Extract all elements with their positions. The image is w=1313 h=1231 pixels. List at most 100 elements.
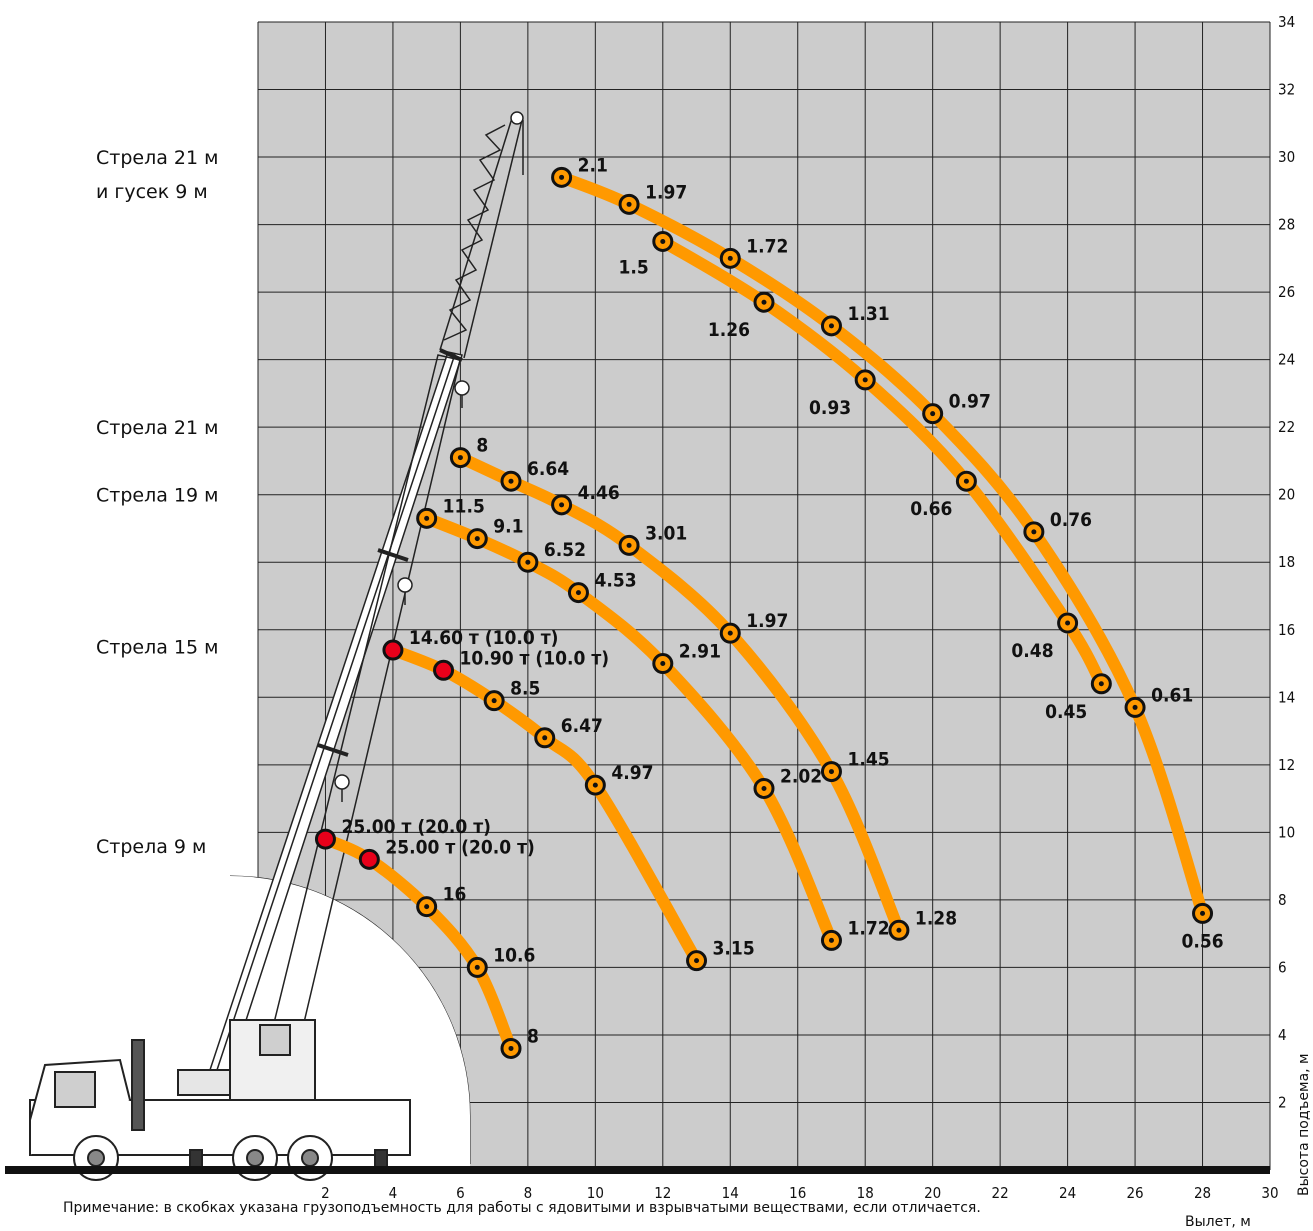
load-point-center: [1065, 620, 1071, 626]
boom-label: Стрела 21 м: [96, 417, 218, 439]
y-tick-label: 8: [1278, 891, 1287, 909]
load-point: [314, 828, 336, 850]
load-point-center: [508, 478, 514, 484]
load-point-center: [963, 478, 969, 484]
load-value-label: 0.76: [1050, 509, 1092, 531]
x-tick-label: 2: [321, 1184, 330, 1202]
x-tick-label: 4: [389, 1184, 398, 1202]
load-value-label: 4.46: [578, 482, 620, 504]
y-tick-label: 24: [1278, 351, 1295, 369]
load-value-label: 2.91: [679, 641, 721, 663]
y-tick-label: 14: [1278, 688, 1295, 706]
load-value-label: 0.61: [1151, 684, 1193, 706]
load-value-label: 16: [443, 884, 467, 906]
load-value-label: 11.5: [443, 495, 485, 517]
boom-lattice-jib: [439, 111, 524, 359]
x-axis-title: Вылет, м: [1185, 1214, 1251, 1230]
boom-label: Стрела 21 м: [96, 147, 218, 169]
load-point-center: [559, 174, 565, 180]
y-tick-label: 28: [1278, 216, 1295, 234]
grid: [257, 21, 1271, 1171]
load-point-center: [828, 323, 834, 329]
load-value-label: 6.52: [544, 539, 586, 561]
load-value-label: 8: [476, 435, 488, 457]
x-tick-label: 20: [924, 1184, 941, 1202]
load-point-center: [626, 542, 632, 548]
boom-label: Стрела 15 м: [96, 637, 218, 659]
y-tick-label: 30: [1278, 148, 1295, 166]
load-point-center: [828, 769, 834, 775]
load-value-label: 3.15: [713, 938, 755, 960]
y-axis-title: Высота подъема, м: [1296, 1053, 1312, 1196]
load-value-label: 4.97: [611, 762, 653, 784]
load-point-center: [559, 502, 565, 508]
load-value-label: 1.31: [847, 303, 889, 325]
y-tick-label: 34: [1278, 13, 1295, 31]
y-tick-label: 12: [1278, 756, 1295, 774]
note-text: Примечание: в скобках указана грузоподъе…: [63, 1200, 981, 1216]
load-point-center: [457, 455, 463, 461]
load-point-center: [592, 782, 598, 788]
load-value-label: 25.00 т (20.0 т): [385, 836, 535, 858]
y-tick-label: 32: [1278, 81, 1295, 99]
load-point-center: [1031, 529, 1037, 535]
x-tick-label: 16: [789, 1184, 806, 1202]
load-point: [433, 659, 455, 681]
load-point-center: [694, 958, 700, 964]
x-tick-label: 22: [992, 1184, 1009, 1202]
x-tick-label: 10: [587, 1184, 604, 1202]
load-value-label: 1.26: [708, 319, 750, 341]
load-point-center: [491, 698, 497, 704]
load-point-center: [424, 515, 430, 521]
load-value-label: 1.97: [645, 181, 687, 203]
load-point-center: [575, 590, 581, 596]
x-tick-label: 28: [1194, 1184, 1211, 1202]
load-value-label: 2.02: [780, 765, 822, 787]
load-point-center: [542, 735, 548, 741]
x-tick-label: 26: [1126, 1184, 1143, 1202]
load-point-center: [626, 201, 632, 207]
load-point-center: [896, 927, 902, 933]
load-point-center: [761, 785, 767, 791]
y-tick-label: 22: [1278, 418, 1295, 436]
x-tick-label: 30: [1261, 1184, 1278, 1202]
load-point-center: [1200, 910, 1206, 916]
load-value-label: 1.72: [847, 917, 889, 939]
load-value-label: 6.64: [527, 458, 569, 480]
load-point-center: [761, 299, 767, 305]
load-point-center: [828, 937, 834, 943]
load-value-label: 0.56: [1181, 930, 1223, 952]
load-value-label: 0.48: [1011, 640, 1053, 662]
axis-ticks: 2 4 6 8 10 12 14 16 18 20 22 24 26 28 3024681012141618…: [321, 13, 1295, 1202]
load-value-label: 14.60 т (10.0 т): [409, 627, 559, 649]
y-tick-label: 4: [1278, 1026, 1287, 1044]
load-value-label: 10.6: [493, 944, 535, 966]
load-point-center: [1098, 681, 1104, 687]
boom-label: и гусек 9 м: [96, 181, 208, 203]
load-value-label: 1.72: [746, 235, 788, 257]
x-tick-label: 18: [857, 1184, 874, 1202]
y-tick-label: 16: [1278, 621, 1295, 639]
boom-labels: Стрела 21 м и гусек 9 м Стрела 21 м Стрела …: [96, 147, 218, 858]
load-point-center: [727, 255, 733, 261]
load-point-center: [1132, 704, 1138, 710]
y-tick-label: 26: [1278, 283, 1295, 301]
load-value-label: 0.93: [809, 397, 851, 419]
crane-illustration: [29, 111, 524, 1181]
load-values: 25.00 т (20.0 т)25.00 т (20.0 т) 16 10.6 8 1…: [341, 154, 1223, 1047]
y-tick-label: 6: [1278, 958, 1287, 976]
load-point-center: [474, 536, 480, 542]
load-value-label: 6.47: [561, 715, 603, 737]
boom-telescopic: [203, 348, 470, 1086]
boom-label: Стрела 19 м: [96, 485, 218, 507]
load-value-label: 0.66: [910, 498, 952, 520]
load-point-center: [660, 661, 666, 667]
load-value-label: 0.45: [1045, 701, 1087, 723]
load-value-label: 25.00 т (20.0 т): [341, 816, 491, 838]
load-value-label: 1.45: [847, 749, 889, 771]
x-tick-label: 6: [456, 1184, 465, 1202]
load-value-label: 8: [527, 1025, 539, 1047]
load-point-center: [474, 964, 480, 970]
y-tick-label: 18: [1278, 553, 1295, 571]
